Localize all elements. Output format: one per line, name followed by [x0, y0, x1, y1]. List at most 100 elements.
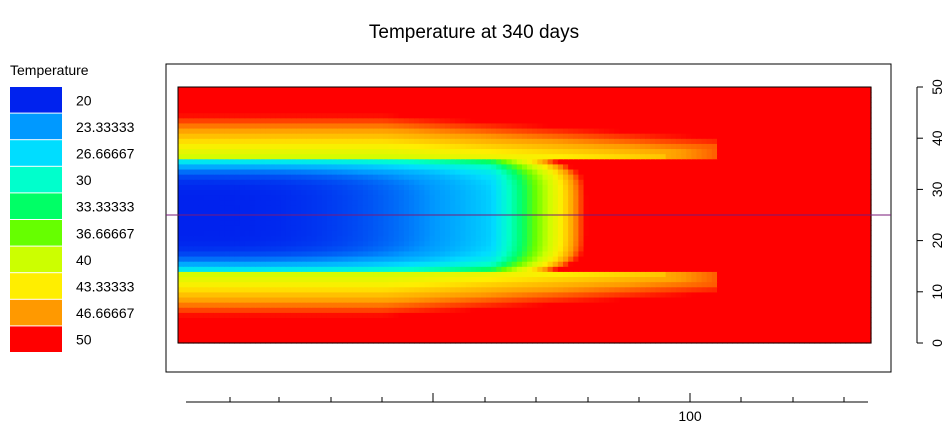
heatmap-cell — [203, 215, 210, 221]
heatmap-cell — [332, 317, 338, 324]
heatmap-cell — [347, 296, 354, 303]
heatmap-cell — [352, 250, 359, 257]
heatmap-cell — [506, 168, 513, 175]
heatmap-cell — [819, 163, 826, 170]
heatmap-cell — [373, 194, 379, 201]
heatmap-cell — [388, 322, 395, 329]
heatmap-cell — [193, 332, 200, 339]
heatmap-cell — [275, 332, 282, 339]
heatmap-cell — [450, 312, 456, 318]
heatmap-cell — [357, 153, 364, 160]
heatmap-cell — [737, 255, 744, 262]
heatmap-cell — [542, 189, 549, 196]
heatmap-cell — [188, 245, 194, 252]
heatmap-cell — [557, 220, 564, 226]
heatmap-cell — [660, 230, 667, 237]
heatmap-cell — [326, 302, 333, 308]
heatmap-cell — [840, 240, 846, 247]
heatmap-cell — [824, 230, 831, 237]
heatmap-cell — [773, 317, 780, 324]
heatmap-cell — [691, 296, 698, 303]
heatmap-cell — [650, 199, 656, 206]
heatmap-cell — [675, 322, 682, 329]
heatmap-cell — [670, 189, 677, 196]
heatmap-cell — [475, 174, 482, 180]
heatmap-cell — [270, 322, 277, 329]
heatmap-cell — [188, 312, 194, 318]
heatmap-cell — [835, 220, 841, 226]
heatmap-cell — [501, 245, 508, 252]
heatmap-cell — [640, 235, 646, 242]
heatmap-cell — [614, 174, 621, 180]
heatmap-cell — [465, 286, 472, 293]
heatmap-cell — [280, 220, 287, 226]
heatmap-cell — [532, 174, 538, 180]
heatmap-cell — [290, 194, 297, 201]
heatmap-cell — [573, 317, 579, 324]
heatmap-cell — [444, 245, 451, 252]
heatmap-cell — [480, 327, 487, 334]
heatmap-cell — [419, 199, 425, 206]
heatmap-cell — [542, 322, 549, 329]
heatmap-cell — [804, 322, 810, 329]
heatmap-cell — [532, 332, 538, 339]
heatmap-cell — [213, 337, 220, 344]
heatmap-cell — [383, 327, 390, 334]
heatmap-cell — [768, 327, 775, 334]
heatmap-cell — [511, 286, 518, 293]
heatmap-cell — [219, 209, 225, 216]
heatmap-cell — [249, 291, 256, 298]
heatmap-cell — [819, 179, 826, 185]
heatmap-cell — [763, 220, 769, 226]
heatmap-cell — [239, 312, 246, 318]
heatmap-cell — [285, 322, 292, 329]
heatmap-cell — [604, 332, 610, 339]
heatmap-cell — [475, 255, 482, 262]
heatmap-cell — [583, 235, 590, 242]
heatmap-cell — [614, 281, 621, 288]
heatmap-cell — [829, 184, 836, 190]
heatmap-cell — [321, 317, 328, 324]
heatmap-cell — [311, 312, 318, 318]
heatmap-cell — [249, 245, 256, 252]
heatmap-cell — [388, 240, 395, 247]
heatmap-cell — [203, 312, 210, 318]
heatmap-cell — [799, 250, 805, 257]
heatmap-cell — [552, 240, 559, 247]
heatmap-cell — [609, 168, 615, 175]
heatmap-cell — [460, 189, 467, 196]
heatmap-cell — [537, 332, 544, 339]
heatmap-cell — [378, 199, 384, 206]
heatmap-cell — [398, 215, 405, 221]
heatmap-cell — [563, 271, 569, 278]
heatmap-cell — [737, 184, 744, 190]
heatmap-cell — [475, 158, 482, 165]
heatmap-cell — [824, 322, 831, 329]
heatmap-cell — [480, 332, 487, 339]
heatmap-cell — [480, 255, 487, 262]
heatmap-cell — [383, 250, 390, 257]
heatmap-cell — [275, 255, 282, 262]
heatmap-cell — [347, 327, 354, 334]
heatmap-cell — [229, 209, 236, 216]
heatmap-cell — [758, 332, 764, 339]
heatmap-cell — [275, 317, 282, 324]
heatmap-cell — [203, 255, 210, 262]
heatmap-cell — [717, 215, 723, 221]
heatmap-cell — [604, 209, 610, 216]
heatmap-cell — [650, 163, 656, 170]
heatmap-cell — [285, 317, 292, 324]
heatmap-cell — [491, 215, 497, 221]
heatmap-cell — [691, 276, 698, 283]
heatmap-cell — [696, 307, 703, 313]
heatmap-cell — [778, 174, 785, 180]
heatmap-cell — [414, 307, 420, 313]
heatmap-cell — [547, 245, 554, 252]
heatmap-cell — [593, 337, 600, 344]
heatmap-cell — [547, 307, 554, 313]
heatmap-cell — [224, 163, 230, 170]
heatmap-cell — [357, 327, 364, 334]
heatmap-cell — [783, 240, 790, 247]
heatmap-cell — [378, 276, 384, 283]
heatmap-cell — [788, 327, 795, 334]
